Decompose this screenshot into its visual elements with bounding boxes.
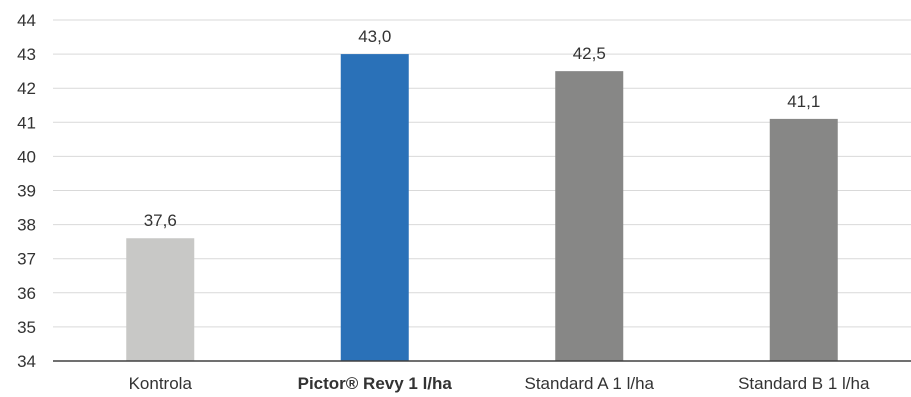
x-axis-categories: Kontrola Pictor® Revy 1 l/ha Standard A 1 … [129, 374, 870, 393]
y-tick-label: 44 [17, 11, 36, 30]
bar-value-label: 42,5 [573, 44, 606, 63]
y-tick-label: 36 [17, 284, 36, 303]
y-tick-label: 37 [17, 250, 36, 269]
y-tick-label: 34 [17, 352, 36, 371]
bar [126, 238, 195, 361]
bar-value-label: 37,6 [144, 211, 177, 230]
y-tick-label: 35 [17, 318, 36, 337]
bar-value-label: 43,0 [358, 27, 391, 46]
x-category-label: Standard A 1 l/ha [525, 374, 655, 393]
bar-value-label: 41,1 [787, 92, 820, 111]
y-tick-label: 40 [17, 147, 36, 166]
y-tick-label: 42 [17, 79, 36, 98]
x-category-label: Standard B 1 l/ha [738, 374, 870, 393]
x-category-label: Pictor® Revy 1 l/ha [298, 374, 453, 393]
bars [126, 54, 838, 362]
x-category-label: Kontrola [129, 374, 193, 393]
bar [340, 54, 409, 361]
data-labels: 37,6 43,0 42,5 41,1 [144, 27, 821, 230]
bar [555, 71, 624, 362]
y-tick-label: 43 [17, 45, 36, 64]
y-tick-label: 41 [17, 113, 36, 132]
gridlines [53, 19, 911, 328]
y-tick-label: 38 [17, 216, 36, 235]
y-tick-label: 39 [17, 182, 36, 201]
bar [769, 118, 838, 361]
y-axis-ticks: 34 35 36 37 38 39 40 41 42 43 44 [17, 11, 36, 371]
